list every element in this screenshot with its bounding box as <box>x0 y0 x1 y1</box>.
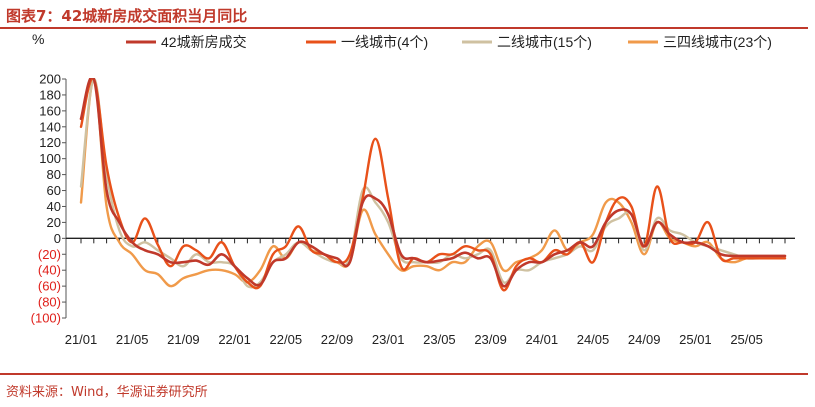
x-tick-label: 25/05 <box>730 332 763 347</box>
x-tick-label: 24/09 <box>628 332 661 347</box>
line-chart: 200180160140120100806040200(20)(40)(60)(… <box>31 31 795 347</box>
legend-label: 42城新房成交 <box>161 34 247 50</box>
y-tick-label: 100 <box>39 151 61 166</box>
figure-title: 图表7：42城新房成交面积当月同比 <box>6 7 248 25</box>
x-tick-label: 21/05 <box>116 332 149 347</box>
y-tick-label: 140 <box>39 119 61 134</box>
series-line <box>79 78 787 289</box>
y-tick-label: 120 <box>39 135 61 150</box>
y-tick-label: (80) <box>38 295 61 310</box>
x-tick-label: 22/01 <box>218 332 251 347</box>
x-tick-label: 21/09 <box>167 332 200 347</box>
series-layer <box>79 78 787 292</box>
y-tick-label: 60 <box>47 183 61 198</box>
legend-label: 三四线城市(23个) <box>663 34 772 50</box>
series-line <box>79 78 787 292</box>
x-axis: 21/01 21/05 21/09 22/01 22/05 22/09 23/01 23/05… <box>65 237 795 347</box>
x-tick-label: 22/09 <box>321 332 354 347</box>
x-tick-label: 23/05 <box>423 332 456 347</box>
series-line <box>79 78 787 288</box>
x-tick-label: 23/09 <box>474 332 507 347</box>
source-note: 资料来源：Wind，华源证券研究所 <box>6 385 208 400</box>
y-tick-label: 0 <box>54 231 61 246</box>
y-tick-label: 80 <box>47 167 61 182</box>
title-rule <box>0 27 808 29</box>
y-axis: 200180160140120100806040200(20)(40)(60)(… <box>31 31 67 326</box>
y-tick-label: 40 <box>47 199 61 214</box>
x-tick-label: 22/05 <box>270 332 303 347</box>
y-tick-label: (20) <box>38 247 61 262</box>
y-tick-label: 180 <box>39 87 61 102</box>
y-tick-label: 20 <box>47 215 61 230</box>
legend-label: 二线城市(15个) <box>497 34 592 50</box>
x-tick-label: 21/01 <box>65 332 98 347</box>
x-tick-label: 23/01 <box>372 332 405 347</box>
x-tick-label: 25/01 <box>679 332 712 347</box>
y-tick-label: (60) <box>38 279 61 294</box>
y-tick-label: (100) <box>31 311 61 326</box>
legend-label: 一线城市(4个) <box>341 34 428 50</box>
source-rule <box>0 373 808 375</box>
x-tick-label: 24/01 <box>526 332 559 347</box>
y-tick-label: 200 <box>39 72 61 87</box>
series-line <box>79 78 787 288</box>
y-tick-label: (40) <box>38 263 61 278</box>
y-axis-label: % <box>32 31 44 47</box>
legend: 42城新房成交 一线城市(4个) 二线城市(15个) 三四线城市(23个) <box>126 34 772 50</box>
x-tick-label: 24/05 <box>577 332 610 347</box>
y-tick-label: 160 <box>39 103 61 118</box>
